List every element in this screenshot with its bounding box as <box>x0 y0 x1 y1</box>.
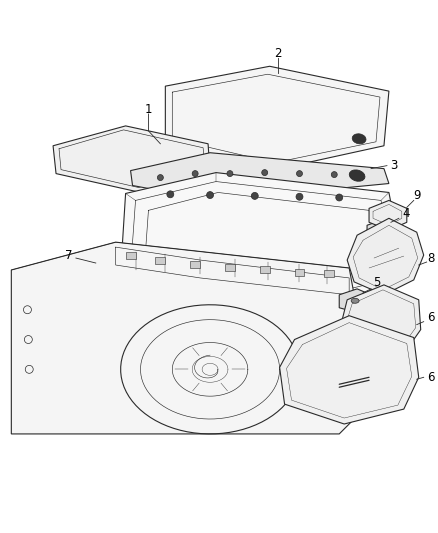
Polygon shape <box>190 261 200 268</box>
Text: 6: 6 <box>427 371 434 384</box>
Text: 2: 2 <box>274 47 281 60</box>
Circle shape <box>296 193 303 200</box>
Circle shape <box>336 194 343 201</box>
Circle shape <box>167 191 174 198</box>
Polygon shape <box>120 173 394 320</box>
Circle shape <box>331 172 337 177</box>
Ellipse shape <box>350 170 365 181</box>
Circle shape <box>356 173 362 179</box>
Polygon shape <box>126 252 135 259</box>
Polygon shape <box>347 219 424 295</box>
Text: 8: 8 <box>427 252 434 264</box>
Polygon shape <box>279 316 419 424</box>
Ellipse shape <box>351 298 359 303</box>
Circle shape <box>207 191 214 198</box>
Circle shape <box>251 192 258 199</box>
Circle shape <box>157 175 163 181</box>
Polygon shape <box>324 270 334 277</box>
Polygon shape <box>369 200 407 230</box>
Text: 1: 1 <box>145 102 152 116</box>
Polygon shape <box>53 126 210 192</box>
Text: 3: 3 <box>390 159 398 172</box>
Polygon shape <box>131 153 389 200</box>
Text: 4: 4 <box>402 207 410 220</box>
Text: 6: 6 <box>427 311 434 324</box>
Polygon shape <box>155 257 165 264</box>
Polygon shape <box>294 269 304 276</box>
Polygon shape <box>260 266 270 273</box>
Polygon shape <box>367 219 399 247</box>
Polygon shape <box>165 66 389 168</box>
Text: 9: 9 <box>413 189 420 202</box>
Circle shape <box>262 169 268 175</box>
Text: 7: 7 <box>65 248 73 262</box>
Ellipse shape <box>352 134 366 144</box>
Circle shape <box>297 171 303 176</box>
Circle shape <box>192 171 198 176</box>
Polygon shape <box>11 242 354 434</box>
Text: 5: 5 <box>373 277 381 289</box>
Polygon shape <box>225 264 235 271</box>
Polygon shape <box>339 289 371 313</box>
Circle shape <box>227 171 233 176</box>
Polygon shape <box>342 285 421 359</box>
